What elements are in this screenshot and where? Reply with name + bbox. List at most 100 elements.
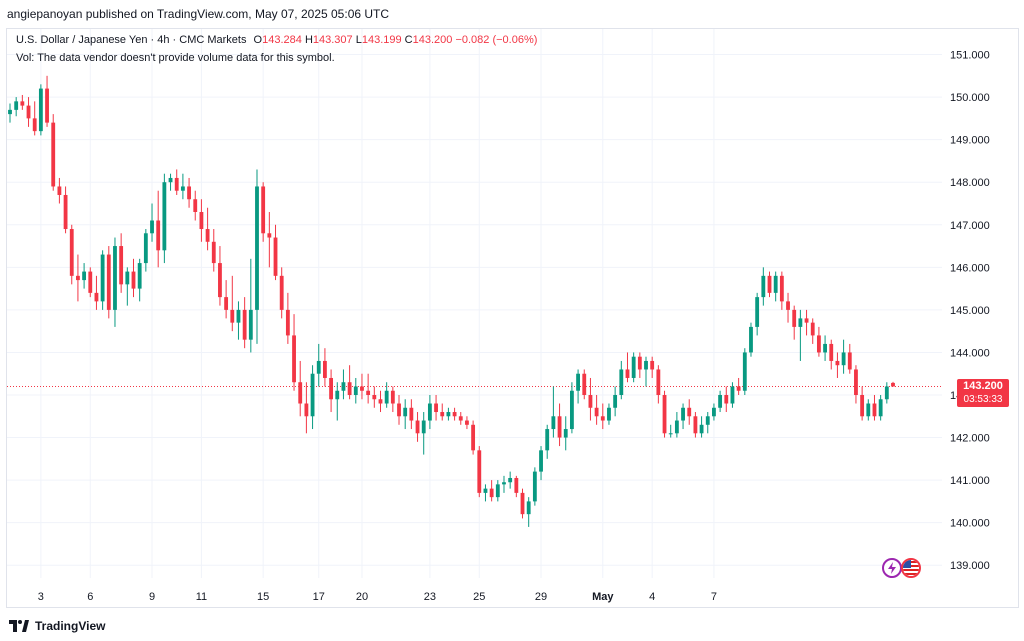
candle-body xyxy=(502,482,506,485)
lightning-icon[interactable] xyxy=(882,558,902,578)
tradingview-logo-icon[interactable] xyxy=(9,620,29,632)
candle-body xyxy=(693,416,698,434)
candle-body xyxy=(625,369,630,378)
close-label: C xyxy=(404,34,413,46)
x-tick-label: 17 xyxy=(313,591,325,603)
candle-body xyxy=(866,403,871,417)
candle-body xyxy=(761,275,766,298)
candle-body xyxy=(712,407,716,417)
legend-ohlc-row: U.S. Dollar / Japanese Yen · 4h · CMC Ma… xyxy=(16,31,537,49)
candle-body xyxy=(242,309,247,340)
candle-body xyxy=(390,390,395,404)
x-tick-label: May xyxy=(592,591,614,603)
x-tick-label: 25 xyxy=(473,591,485,603)
candle-body xyxy=(699,424,704,434)
candle-body xyxy=(582,373,587,395)
candle-body xyxy=(329,377,334,400)
candle-body xyxy=(724,395,729,404)
candle-body xyxy=(211,241,216,264)
candle-body xyxy=(792,309,797,327)
candle-body xyxy=(45,88,49,123)
x-tick-label: 4 xyxy=(649,591,655,603)
candle-body xyxy=(57,186,62,195)
candle-body xyxy=(576,373,580,391)
candle-body xyxy=(230,309,235,323)
us-flag-icon[interactable] xyxy=(901,558,921,578)
candle-body xyxy=(662,395,667,434)
candle-body xyxy=(730,386,735,404)
high-label: H xyxy=(304,34,313,46)
candle-body xyxy=(156,220,161,251)
candle-body xyxy=(440,412,445,417)
low-value: 143.199 xyxy=(361,34,402,46)
footer-brand[interactable]: TradingView xyxy=(35,619,106,633)
y-tick-label: 147.000 xyxy=(950,220,990,232)
candle-body xyxy=(187,186,191,200)
candle-body xyxy=(755,297,760,327)
candle-body xyxy=(508,477,513,483)
candle-body xyxy=(829,343,834,361)
open-label: O xyxy=(253,34,263,46)
chart-frame[interactable] xyxy=(6,28,1019,608)
candle-body xyxy=(446,412,451,417)
candle-body xyxy=(26,105,31,119)
candle-body xyxy=(860,395,865,417)
candle-body xyxy=(341,382,346,391)
candle-body xyxy=(335,390,340,400)
candle-body xyxy=(347,382,352,395)
symbol-description[interactable]: U.S. Dollar / Japanese Yen · 4h · CMC Ma… xyxy=(16,34,247,46)
candle-body xyxy=(705,416,710,425)
candle-body xyxy=(372,395,377,400)
candle-body xyxy=(218,263,222,298)
candle-body xyxy=(261,186,266,234)
low-label: L xyxy=(355,34,362,46)
candle-body xyxy=(613,395,618,408)
candle-body xyxy=(353,386,358,395)
last-price-value: 143.200 xyxy=(963,380,1003,393)
chart-legend: U.S. Dollar / Japanese Yen · 4h · CMC Ma… xyxy=(16,31,537,67)
candle-body xyxy=(681,407,685,421)
candle-body xyxy=(631,356,636,378)
candle-body xyxy=(323,360,327,378)
candle-body xyxy=(162,182,167,251)
candle-body xyxy=(224,297,229,310)
x-tick-label: 6 xyxy=(87,591,93,603)
candle-body xyxy=(168,177,173,183)
candle-body xyxy=(520,492,525,515)
candle-body xyxy=(8,109,12,115)
candle-body xyxy=(773,275,778,293)
y-tick-label: 151.000 xyxy=(950,50,990,62)
y-tick-label: 144.000 xyxy=(950,347,990,359)
candle-body xyxy=(841,352,846,366)
footer: TradingView xyxy=(9,616,105,636)
candle-body xyxy=(526,501,531,515)
candle-body xyxy=(749,326,753,353)
candle-body xyxy=(88,271,93,293)
candle-body xyxy=(637,356,642,370)
candle-body xyxy=(569,390,574,430)
candle-body xyxy=(113,246,117,310)
open-value: 143.284 xyxy=(262,34,302,46)
candle-body xyxy=(891,382,895,387)
candle-body xyxy=(557,416,562,438)
x-tick-label: 11 xyxy=(196,591,207,603)
indicator-icons xyxy=(882,558,924,582)
candle-body xyxy=(366,390,371,395)
publisher-line: angiepanoyan published on TradingView.co… xyxy=(7,7,390,21)
candle-body xyxy=(316,360,321,374)
candle-body xyxy=(38,88,43,132)
candle-body xyxy=(798,318,803,327)
x-tick-label: 20 xyxy=(356,591,368,603)
high-value: 143.307 xyxy=(312,34,353,46)
candle-body xyxy=(539,450,543,472)
candle-body xyxy=(427,403,432,421)
candle-body xyxy=(650,360,655,370)
y-tick-label: 140.000 xyxy=(950,518,990,530)
candle-body xyxy=(100,254,105,302)
y-tick-label: 141.000 xyxy=(950,475,990,487)
candle-body xyxy=(687,407,692,417)
y-tick-label: 149.000 xyxy=(950,135,990,147)
candle-body xyxy=(279,275,284,310)
candle-body xyxy=(532,471,537,502)
